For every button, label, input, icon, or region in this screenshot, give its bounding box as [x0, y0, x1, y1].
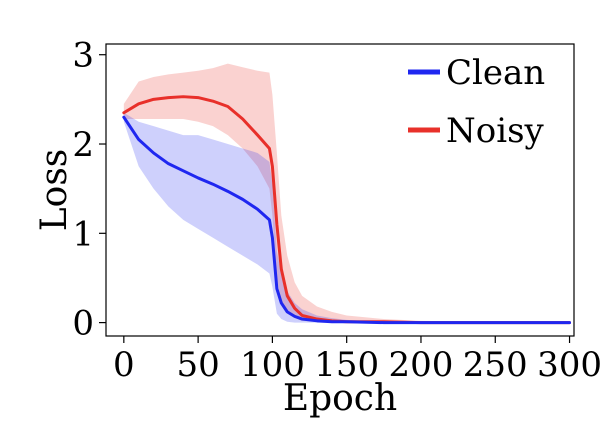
x-tick-label: 200	[389, 345, 454, 385]
y-tick-label: 2	[72, 125, 94, 165]
x-tick-label: 150	[314, 345, 379, 385]
x-tick-label: 0	[113, 345, 135, 385]
series-lines	[122, 95, 572, 325]
y-axis: 0 1 2 3	[72, 36, 106, 344]
plot-frame	[105, 43, 575, 337]
y-tick-label: 3	[72, 36, 94, 76]
x-tick-label: 50	[176, 345, 219, 385]
legend-label: Noisy	[446, 111, 545, 151]
x-tick-label: 250	[463, 345, 528, 385]
x-tick-label: 100	[240, 345, 305, 385]
y-axis-title: Loss	[34, 149, 75, 232]
x-axis: 0 50 100 150 200 250 300	[113, 336, 600, 385]
x-tick-label: 300	[537, 345, 600, 385]
y-tick-label: 0	[72, 304, 94, 344]
legend-item-clean: Clean	[408, 53, 545, 93]
legend-label: Clean	[446, 53, 545, 93]
line-clean	[122, 115, 572, 325]
x-axis-title: Epoch	[283, 378, 397, 419]
y-tick-label: 1	[72, 214, 94, 254]
legend: Clean Noisy	[408, 53, 545, 151]
confidence-bands	[123, 63, 570, 323]
band-noisy	[123, 63, 570, 323]
legend-item-noisy: Noisy	[408, 111, 545, 151]
band-clean	[123, 112, 570, 323]
series-clean	[122, 115, 572, 325]
